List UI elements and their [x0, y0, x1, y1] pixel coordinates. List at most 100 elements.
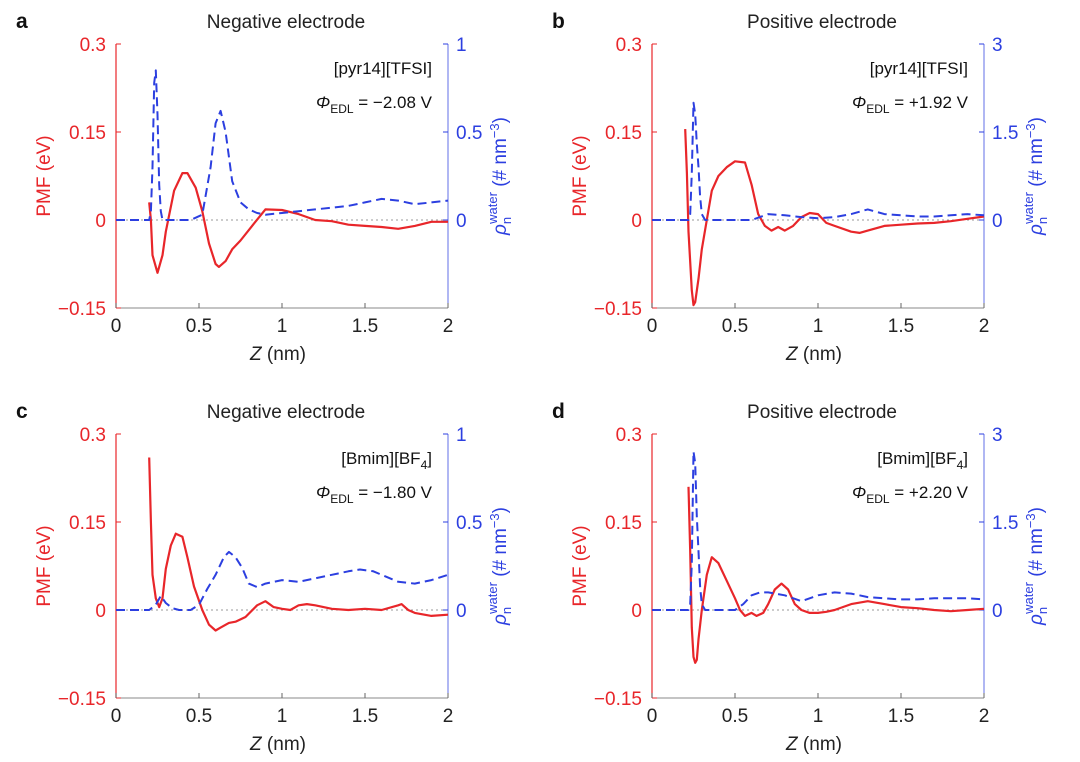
left-tick-label: 0.3 [616, 35, 642, 56]
x-tick-label: 1 [277, 706, 288, 727]
left-tick-label: 0.15 [605, 123, 642, 144]
x-axis-variable: Z [249, 734, 263, 755]
x-axis-unit: (nm) [798, 734, 842, 755]
right-tick-label: 0.5 [456, 123, 482, 144]
x-tick-label: 1 [277, 316, 288, 337]
left-tick-label: 0.15 [69, 513, 106, 534]
left-tick-label: 0.3 [80, 35, 106, 56]
water-density-series [116, 69, 449, 221]
panel-title: Positive electrode [747, 402, 897, 423]
left-tick-label: 0 [631, 601, 642, 622]
left-tick-label: 0.15 [605, 513, 642, 534]
right-tick-label: 1.5 [992, 123, 1018, 144]
water-density-series [652, 101, 985, 221]
electrolyte-main: [pyr14][TFSI] [870, 59, 968, 78]
x-tick-label: 0 [647, 316, 658, 337]
x-tick-label: 1 [813, 706, 824, 727]
right-axis-label: ρnwater (# nm−3) [485, 507, 514, 626]
x-tick-label: 1.5 [352, 706, 378, 727]
x-axis-label: Z (nm) [249, 344, 306, 365]
x-tick-label: 0.5 [186, 706, 212, 727]
pmf-series [684, 129, 985, 307]
x-tick-label: 0 [111, 706, 122, 727]
pmf-series [148, 457, 449, 632]
panel-title: Negative electrode [207, 12, 365, 33]
x-axis-label: Z (nm) [785, 344, 842, 365]
x-axis-variable: Z [249, 344, 263, 365]
right-tick-label: 1 [456, 35, 467, 56]
right-tick-label: 0 [456, 601, 467, 622]
right-tick-label: 0.5 [456, 513, 482, 534]
panel-letter: a [16, 10, 28, 33]
edl-potential-value: = −1.80 V [358, 483, 432, 502]
right-axis-label: ρnwater (# nm−3) [1021, 507, 1050, 626]
x-axis-unit: (nm) [798, 344, 842, 365]
left-axis-label: PMF (eV) [34, 525, 55, 606]
panel-title: Negative electrode [207, 402, 365, 423]
x-axis-variable: Z [785, 734, 799, 755]
left-tick-label: −0.15 [594, 299, 642, 320]
edl-potential-label: ΦEDL = −1.80 V [316, 483, 433, 506]
x-axis-unit: (nm) [262, 734, 306, 755]
electrolyte-subscript: 4 [421, 458, 428, 472]
water-density-series [652, 450, 985, 611]
x-axis-label: Z (nm) [249, 734, 306, 755]
edl-potential-label: ΦEDL = −2.08 V [316, 93, 433, 116]
x-tick-label: 1.5 [352, 316, 378, 337]
water-density-series [116, 550, 449, 611]
panel-title: Positive electrode [747, 12, 897, 33]
left-tick-label: 0.3 [80, 425, 106, 446]
x-tick-label: 2 [443, 316, 454, 337]
x-tick-label: 0 [111, 316, 122, 337]
electrolyte-label: [Bmim][BF4] [877, 449, 968, 472]
pmf-series [148, 172, 448, 274]
x-tick-label: 0.5 [722, 316, 748, 337]
edl-potential-value: = +2.20 V [894, 483, 968, 502]
x-tick-label: 2 [979, 706, 990, 727]
x-tick-label: 2 [979, 316, 990, 337]
electrolyte-label: [pyr14][TFSI] [334, 59, 432, 78]
panel-letter: d [552, 400, 565, 423]
left-tick-label: 0 [95, 211, 106, 232]
electrolyte-label: [Bmim][BF4] [341, 449, 432, 472]
right-axis-label: ρnwater (# nm−3) [1021, 117, 1050, 236]
right-tick-label: 0 [992, 601, 1003, 622]
electrolyte-main: [pyr14][TFSI] [334, 59, 432, 78]
electrolyte-main: [Bmim][BF [877, 449, 956, 468]
x-axis-variable: Z [785, 344, 799, 365]
edl-potential-label: ΦEDL = +2.20 V [852, 483, 969, 506]
edl-potential-label: ΦEDL = +1.92 V [852, 93, 969, 116]
right-tick-label: 0 [992, 211, 1003, 232]
x-tick-label: 2 [443, 706, 454, 727]
right-axis-label: ρnwater (# nm−3) [485, 117, 514, 236]
electrolyte-main: [Bmim][BF [341, 449, 420, 468]
electrolyte-tail: ] [427, 449, 432, 468]
left-tick-label: 0.3 [616, 425, 642, 446]
electrolyte-tail: ] [963, 449, 968, 468]
left-tick-label: 0 [95, 601, 106, 622]
left-axis-label: PMF (eV) [570, 135, 591, 216]
x-tick-label: 1 [813, 316, 824, 337]
right-tick-label: 3 [992, 35, 1003, 56]
left-tick-label: 0.15 [69, 123, 106, 144]
x-axis-label: Z (nm) [785, 734, 842, 755]
panel-letter: b [552, 10, 565, 33]
x-tick-label: 0 [647, 706, 658, 727]
left-tick-label: −0.15 [594, 689, 642, 710]
pmf-series [687, 486, 985, 664]
electrolyte-subscript: 4 [957, 458, 964, 472]
left-tick-label: 0 [631, 211, 642, 232]
left-axis-label: PMF (eV) [570, 525, 591, 606]
left-tick-label: −0.15 [58, 689, 106, 710]
panel-letter: c [16, 400, 28, 423]
right-tick-label: 1 [456, 425, 467, 446]
right-tick-label: 1.5 [992, 513, 1018, 534]
electrolyte-label: [pyr14][TFSI] [870, 59, 968, 78]
edl-potential-value: = −2.08 V [358, 93, 432, 112]
x-axis-unit: (nm) [262, 344, 306, 365]
